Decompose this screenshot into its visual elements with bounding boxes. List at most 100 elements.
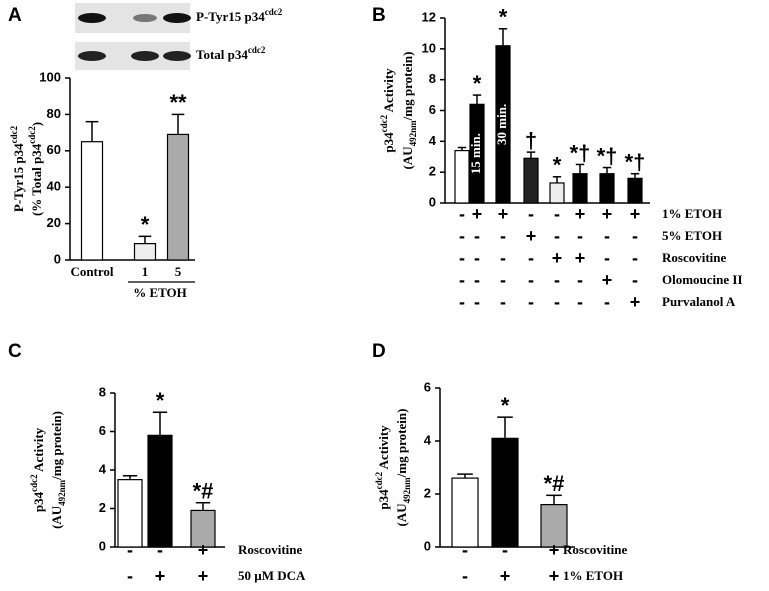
condition-sign: +	[575, 204, 586, 224]
condition-sign: -	[632, 248, 638, 268]
text-segment: 492nm	[57, 479, 67, 506]
bar	[166, 133, 190, 261]
bar	[491, 437, 519, 548]
condition-label: Roscovitine	[238, 542, 303, 557]
condition-sign: -	[462, 566, 468, 586]
significance-marker: *	[499, 5, 508, 30]
condition-sign: -	[577, 226, 583, 246]
bar-label: 30 min.	[494, 104, 509, 145]
y-axis-label: p34cdc2 Activity	[374, 425, 391, 510]
text-segment: cdc2	[374, 471, 384, 489]
condition-sign: -	[632, 270, 638, 290]
y-tick-label: 4	[424, 432, 432, 447]
x-tick-label: Control	[70, 264, 113, 279]
condition-sign: -	[528, 292, 534, 312]
condition-label: 1% ETOH	[662, 206, 722, 221]
text-segment: )	[29, 122, 44, 126]
y-tick-label: 20	[47, 215, 61, 230]
bar	[190, 509, 216, 548]
bar	[523, 157, 539, 204]
condition-sign: -	[632, 226, 638, 246]
bar	[495, 45, 511, 204]
text-segment: Total p34	[196, 47, 248, 62]
text-segment: /mg protein)	[394, 409, 409, 479]
text-segment: 492nm	[402, 477, 412, 504]
y-axis-label: (AU492nm/mg protein)	[49, 411, 67, 529]
y-tick-label: 2	[424, 485, 431, 500]
text-segment: cdc2	[27, 126, 37, 144]
bar	[540, 504, 568, 548]
bar	[599, 173, 615, 204]
condition-sign: -	[554, 292, 560, 312]
y-tick-label: 4	[99, 461, 107, 476]
text-segment: (AU	[49, 505, 64, 529]
condition-sign: -	[474, 226, 480, 246]
condition-sign: +	[602, 270, 613, 290]
text-segment: Activity	[31, 427, 46, 474]
bar	[117, 479, 143, 548]
text-segment: P-Tyr15 p34	[196, 9, 265, 24]
bar	[627, 177, 643, 204]
panel-label: A	[8, 5, 22, 26]
condition-sign: -	[604, 248, 610, 268]
condition-sign: -	[500, 248, 506, 268]
condition-sign: -	[459, 226, 465, 246]
significance-marker: *	[553, 153, 562, 178]
y-tick-label: 60	[47, 142, 61, 157]
blot-band	[163, 13, 191, 23]
y-tick-label: 2	[99, 500, 106, 515]
y-tick-label: 0	[54, 251, 61, 266]
condition-sign: +	[472, 204, 483, 224]
bar	[451, 477, 479, 548]
y-tick-label: 4	[429, 133, 437, 148]
y-axis-label: P-Tyr15 p34cdc2	[9, 125, 26, 212]
text-segment: cdc2	[9, 125, 19, 143]
text-segment: p34	[381, 132, 396, 153]
condition-sign: -	[127, 540, 133, 560]
bar	[80, 141, 104, 261]
significance-marker: *†	[570, 140, 591, 165]
western-blot	[75, 3, 191, 70]
condition-sign: -	[554, 270, 560, 290]
condition-sign: -	[459, 292, 465, 312]
significance-marker: *#	[193, 479, 214, 504]
blot-band	[78, 13, 106, 23]
text-segment: /mg protein)	[49, 411, 64, 481]
significance-marker: *†	[597, 143, 618, 168]
y-axis-label: (AU492nm/mg protein)	[400, 52, 418, 170]
condition-sign: -	[500, 292, 506, 312]
y-tick-label: 12	[422, 9, 436, 24]
condition-sign: -	[554, 204, 560, 224]
condition-sign: +	[630, 204, 641, 224]
condition-sign: -	[157, 540, 163, 560]
y-tick-label: 6	[424, 379, 431, 394]
panel-label: C	[8, 341, 22, 362]
condition-sign: -	[500, 226, 506, 246]
x-tick-label: 5	[175, 264, 182, 279]
bar	[572, 173, 588, 204]
significance-marker: *	[141, 212, 150, 237]
blot-band	[131, 51, 159, 61]
condition-sign: -	[502, 540, 508, 560]
condition-sign: -	[528, 270, 534, 290]
significance-marker: **	[169, 90, 187, 115]
text-segment: cdc2	[379, 114, 389, 132]
significance-marker: *†	[625, 150, 646, 175]
text-segment: cdc2	[265, 7, 283, 17]
bar	[549, 182, 565, 204]
blot-label: Total p34cdc2	[196, 45, 266, 62]
panel-label: B	[372, 5, 386, 26]
x-tick-label: 1	[142, 264, 149, 279]
condition-sign: -	[577, 292, 583, 312]
condition-label: 5% ETOH	[662, 228, 722, 243]
text-segment: 492nm	[408, 120, 418, 147]
text-segment: (% Total p34	[29, 143, 44, 216]
y-axis-label: p34cdc2 Activity	[379, 68, 396, 153]
condition-sign: -	[474, 248, 480, 268]
significance-marker: *	[473, 71, 482, 96]
condition-sign: +	[498, 204, 509, 224]
y-axis-label: (% Total p34cdc2)	[27, 122, 44, 216]
condition-label: 1% ETOH	[563, 568, 623, 583]
